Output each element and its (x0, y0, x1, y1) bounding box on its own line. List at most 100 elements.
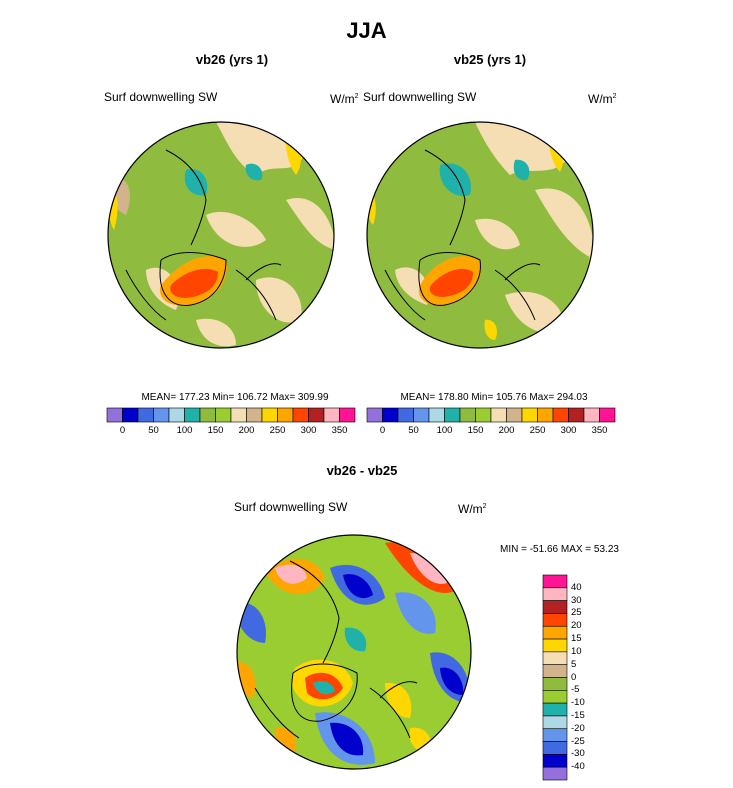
panel-vb26-colorbar-swatch (292, 407, 309, 423)
panel-vb26-units: W/m2 (330, 92, 359, 106)
panel-diff-colorbar-swatch (542, 766, 568, 781)
panel-vb25-colorbar-tick-label: 300 (560, 425, 577, 436)
panel-diff-colorbar-tick-label: -10 (571, 697, 585, 709)
panel-diff-units: W/m2 (458, 502, 487, 516)
panel-vb25-stats: MEAN= 178.80 Min= 105.76 Max= 294.03 (400, 392, 588, 403)
panel-vb25-colorbar-swatch (599, 407, 616, 423)
panel-diff-colorbar-swatch (542, 651, 568, 665)
panel-vb25-colorbar-tick-label: 200 (498, 425, 515, 436)
panel-diff-stats: MIN = -51.66 MAX = 53.23 (500, 544, 619, 555)
panel-vb26-colorbar-swatch (137, 407, 154, 423)
panel-diff-colorbar-swatch (542, 741, 568, 755)
panel-vb26-colorbar-swatch (215, 407, 232, 423)
panel-vb26-colorbar-swatch (184, 407, 201, 423)
panel-vb25-colorbar (366, 407, 616, 423)
panel-diff-colorbar-tick-label: -5 (571, 684, 580, 696)
panel-vb26-colorbar-tick-label: 150 (207, 425, 224, 436)
panel-diff-colorbar-swatch (542, 677, 568, 691)
panel-diff-colorbar-swatch (542, 715, 568, 730)
panel-vb26-colorbar-tick-label: 0 (119, 425, 126, 436)
panel-vb26-colorbar-swatch (199, 407, 216, 423)
panel-vb26-colorbar-swatch (230, 407, 247, 423)
panel-vb26-colorbar-swatch (106, 407, 123, 423)
panel-vb25-colorbar-swatch (475, 407, 492, 423)
panel-diff-title: vb26 - vb25 (326, 463, 398, 478)
panel-vb25-colorbar-tick-label: 0 (379, 425, 386, 436)
panel-vb25-colorbar-swatch (537, 407, 554, 423)
panel-diff-colorbar-swatch (542, 587, 568, 601)
panel-vb26-colorbar-tick-label: 300 (300, 425, 317, 436)
panel-diff-colorbar-tick-label: 5 (571, 658, 577, 670)
panel-vb26-map (107, 121, 335, 349)
panel-vb26-colorbar-swatch (246, 407, 263, 423)
panel-vb26-colorbar-tick-label: 250 (269, 425, 286, 436)
panel-vb26-colorbar-swatch (308, 407, 325, 423)
panel-vb25-variable-label: Surf downwelling SW (363, 90, 477, 104)
panel-vb25-colorbar-swatch (444, 407, 461, 423)
panel-diff-map (236, 534, 472, 770)
panel-diff-colorbar (542, 574, 568, 781)
panel-vb25-colorbar-swatch (552, 407, 569, 423)
panel-vb26-title: vb26 (yrs 1) (195, 52, 269, 67)
panel-diff-colorbar-swatch (542, 664, 568, 678)
panel-vb25-colorbar-swatch (428, 407, 445, 423)
panel-vb25-units: W/m2 (588, 92, 617, 106)
panel-diff-colorbar-tick-label: -40 (571, 761, 585, 773)
panel-vb26-colorbar-swatch (122, 407, 139, 423)
panel-diff-colorbar-tick-label: 15 (571, 633, 582, 645)
panel-vb26-colorbar-ticks: 0 50 100 150 200 250 300 350 (107, 425, 355, 439)
panel-diff-colorbar-swatch (542, 600, 568, 614)
panel-diff-colorbar-swatch (542, 625, 568, 640)
panel-diff-colorbar-ticks: 40 30 25 20 15 10 5 0 -5 -10 -15 -20 -25 -30 -40 (571, 575, 611, 780)
panel-diff-colorbar-swatch (542, 728, 568, 742)
panel-diff-colorbar-tick-label: 0 (571, 671, 577, 683)
panel-vb26-colorbar-tick-label: 100 (176, 425, 193, 436)
panel-vb25-colorbar-swatch (382, 407, 399, 423)
panel-diff-variable-label: Surf downwelling SW (234, 500, 348, 514)
panel-vb25-colorbar-swatch (583, 407, 600, 423)
panel-vb25-title: vb25 (yrs 1) (453, 52, 527, 67)
panel-diff-colorbar-tick-label: 20 (571, 620, 582, 632)
panel-vb25-colorbar-ticks: 0 50 100 150 200 250 300 350 (367, 425, 615, 439)
panel-vb25-colorbar-tick-label: 350 (591, 425, 608, 436)
panel-vb25-colorbar-swatch (459, 407, 476, 423)
panel-diff-colorbar-tick-label: 10 (571, 645, 582, 657)
panel-diff-colorbar-tick-label: 25 (571, 607, 582, 619)
panel-diff-colorbar-swatch (542, 574, 568, 589)
panel-vb26-colorbar-swatch (261, 407, 278, 423)
panel-vb26-stats: MEAN= 177.23 Min= 106.72 Max= 309.99 (141, 392, 329, 403)
panel-vb26-colorbar-swatch (339, 407, 356, 423)
panel-diff-colorbar-swatch (542, 690, 568, 704)
panel-diff-colorbar-tick-label: 40 (571, 581, 582, 593)
panel-vb25-colorbar-tick-label: 250 (529, 425, 546, 436)
panel-vb26-colorbar-swatch (168, 407, 185, 423)
panel-vb25-colorbar-swatch (413, 407, 430, 423)
panel-vb26-colorbar-tick-label: 350 (331, 425, 348, 436)
panel-diff-colorbar-tick-label: -20 (571, 722, 585, 734)
panel-diff-colorbar-tick-label: -25 (571, 735, 585, 747)
panel-vb25-colorbar-tick-label: 100 (436, 425, 453, 436)
panel-vb25-colorbar-tick-label: 50 (408, 425, 419, 436)
panel-diff-colorbar-swatch (542, 638, 568, 653)
panel-vb25-colorbar-swatch (490, 407, 507, 423)
panel-vb26-colorbar-swatch (323, 407, 340, 423)
panel-vb26-colorbar-swatch (277, 407, 294, 423)
panel-vb25-colorbar-swatch (568, 407, 585, 423)
panel-vb25-map (366, 121, 594, 349)
panel-vb26-variable-label: Surf downwelling SW (104, 90, 218, 104)
panel-vb25-colorbar-swatch (521, 407, 538, 423)
panel-vb25-colorbar-swatch (366, 407, 383, 423)
figure-title: JJA (346, 18, 387, 43)
panel-diff-colorbar-tick-label: -30 (571, 748, 585, 760)
panel-diff-colorbar-swatch (542, 702, 568, 717)
panel-diff-colorbar-swatch (542, 754, 568, 768)
panel-vb25-colorbar-swatch (397, 407, 414, 423)
panel-diff-colorbar-tick-label: 30 (571, 594, 582, 606)
panel-diff-colorbar-tick-label: -15 (571, 709, 585, 721)
panel-vb26-colorbar-tick-label: 50 (148, 425, 159, 436)
panel-vb25-colorbar-swatch (506, 407, 523, 423)
panel-diff-colorbar-swatch (542, 613, 568, 627)
panel-vb26-colorbar-tick-label: 200 (238, 425, 255, 436)
panel-vb26-colorbar (106, 407, 356, 423)
panel-vb25-colorbar-tick-label: 150 (467, 425, 484, 436)
